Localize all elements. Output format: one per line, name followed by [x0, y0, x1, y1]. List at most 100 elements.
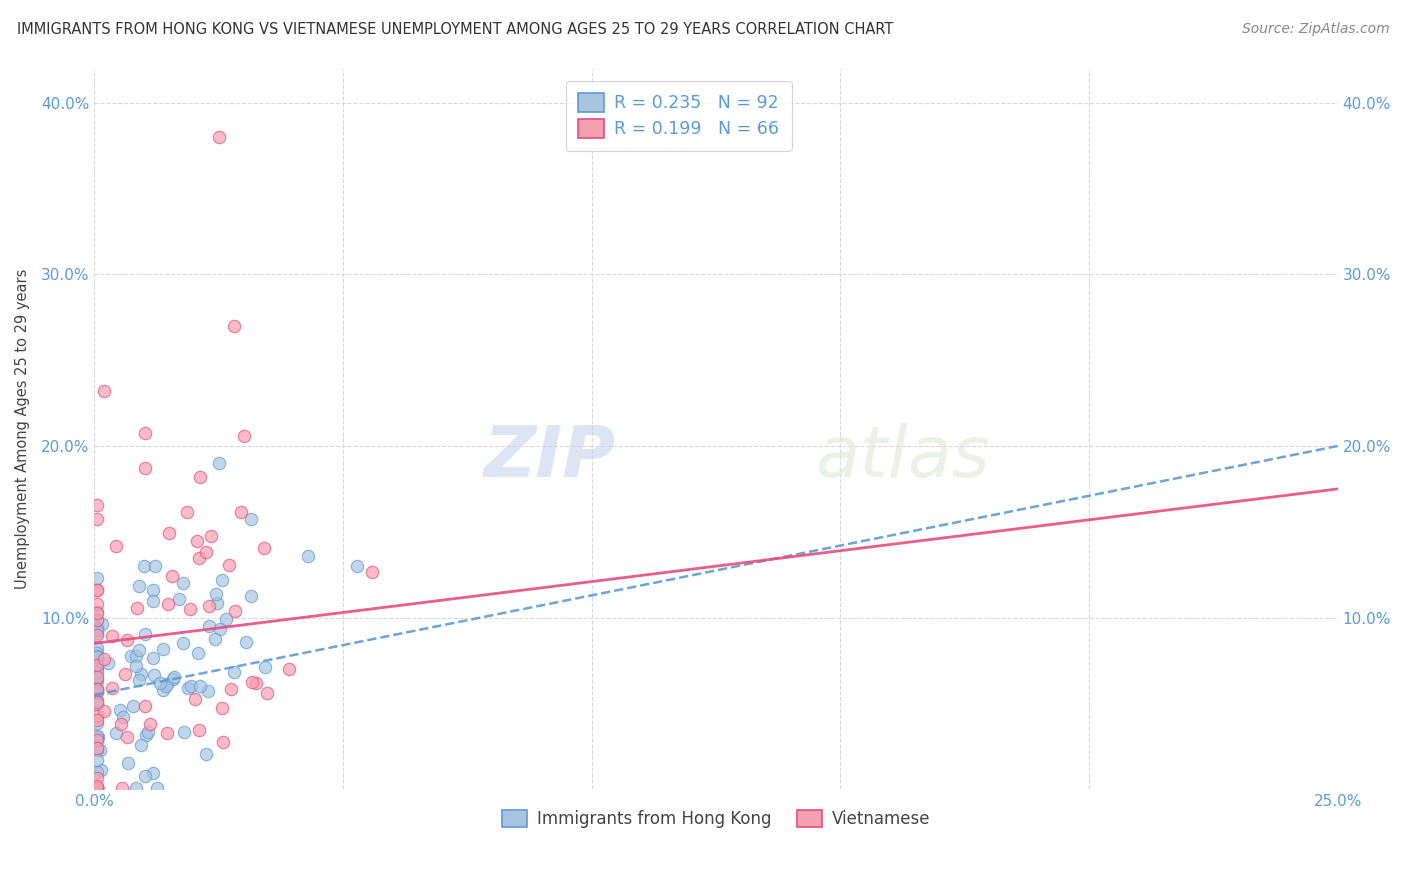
Point [91, 617, 114, 632]
Point [200, 529, 222, 543]
Point [346, 558, 368, 573]
Point [114, 667, 136, 681]
Point [211, 573, 233, 587]
Point [136, 725, 159, 739]
Point [134, 627, 156, 641]
Point [152, 641, 174, 656]
Point [198, 619, 221, 633]
Text: atlas: atlas [815, 423, 990, 492]
Point [179, 602, 201, 616]
Point [111, 780, 134, 795]
Point [173, 635, 195, 649]
Point [188, 723, 211, 737]
Point [104, 539, 127, 553]
Text: IMMIGRANTS FROM HONG KONG VS VIETNAMESE UNEMPLOYMENT AMONG AGES 25 TO 29 YEARS C: IMMIGRANTS FROM HONG KONG VS VIETNAMESE … [17, 22, 893, 37]
Point [187, 646, 209, 660]
Point [239, 589, 262, 603]
Point [86, 682, 108, 697]
Point [167, 592, 190, 607]
Point [93, 704, 115, 718]
Point [86, 605, 108, 619]
Point [86, 628, 108, 642]
Point [205, 587, 228, 601]
Point [254, 660, 277, 674]
Point [232, 429, 254, 443]
Point [125, 649, 148, 664]
Point [87, 730, 110, 744]
Point [142, 583, 165, 598]
Point [231, 505, 253, 519]
Point [86, 780, 108, 795]
Point [235, 634, 257, 648]
Point [176, 505, 198, 519]
Point [184, 692, 207, 706]
Point [145, 559, 167, 574]
Point [86, 780, 108, 795]
Point [139, 717, 162, 731]
Point [177, 681, 200, 696]
Point [86, 733, 108, 747]
Point [86, 583, 108, 598]
Point [86, 684, 108, 698]
Point [197, 684, 219, 698]
Point [180, 680, 202, 694]
Point [361, 565, 384, 579]
Point [195, 747, 218, 761]
Point [134, 558, 156, 573]
Point [240, 512, 263, 526]
Point [142, 593, 165, 607]
Point [86, 621, 108, 635]
Point [134, 769, 156, 783]
Point [128, 579, 150, 593]
Point [186, 534, 208, 549]
Point [86, 709, 108, 723]
Point [218, 558, 240, 573]
Point [156, 677, 179, 691]
Text: ZIP: ZIP [484, 423, 617, 492]
Point [128, 673, 150, 687]
Point [105, 726, 128, 740]
Point [240, 674, 263, 689]
Point [120, 648, 142, 663]
Point [135, 728, 157, 742]
Point [195, 545, 218, 559]
Point [86, 764, 108, 779]
Point [134, 699, 156, 714]
Point [129, 738, 152, 752]
Point [86, 771, 108, 785]
Text: Source: ZipAtlas.com: Source: ZipAtlas.com [1241, 22, 1389, 37]
Point [86, 697, 108, 711]
Point [86, 753, 108, 767]
Point [155, 680, 177, 694]
Point [173, 725, 195, 739]
Point [142, 651, 165, 665]
Point [86, 780, 108, 795]
Point [86, 658, 108, 673]
Point [149, 676, 172, 690]
Point [156, 726, 179, 740]
Point [93, 384, 115, 398]
Point [86, 663, 108, 677]
Point [101, 629, 124, 643]
Point [125, 600, 148, 615]
Point [278, 662, 301, 676]
Point [86, 626, 108, 640]
Point [86, 729, 108, 743]
Point [208, 622, 231, 636]
Point [86, 693, 108, 707]
Point [86, 623, 108, 637]
Point [86, 673, 108, 688]
Point [142, 667, 165, 681]
Point [86, 613, 108, 627]
Point [208, 130, 231, 145]
Point [86, 597, 108, 611]
Point [162, 672, 184, 686]
Point [86, 572, 108, 586]
Point [129, 666, 152, 681]
Point [90, 763, 112, 777]
Point [222, 665, 245, 679]
Point [86, 780, 108, 794]
Point [215, 612, 238, 626]
Point [86, 649, 108, 664]
Point [188, 679, 211, 693]
